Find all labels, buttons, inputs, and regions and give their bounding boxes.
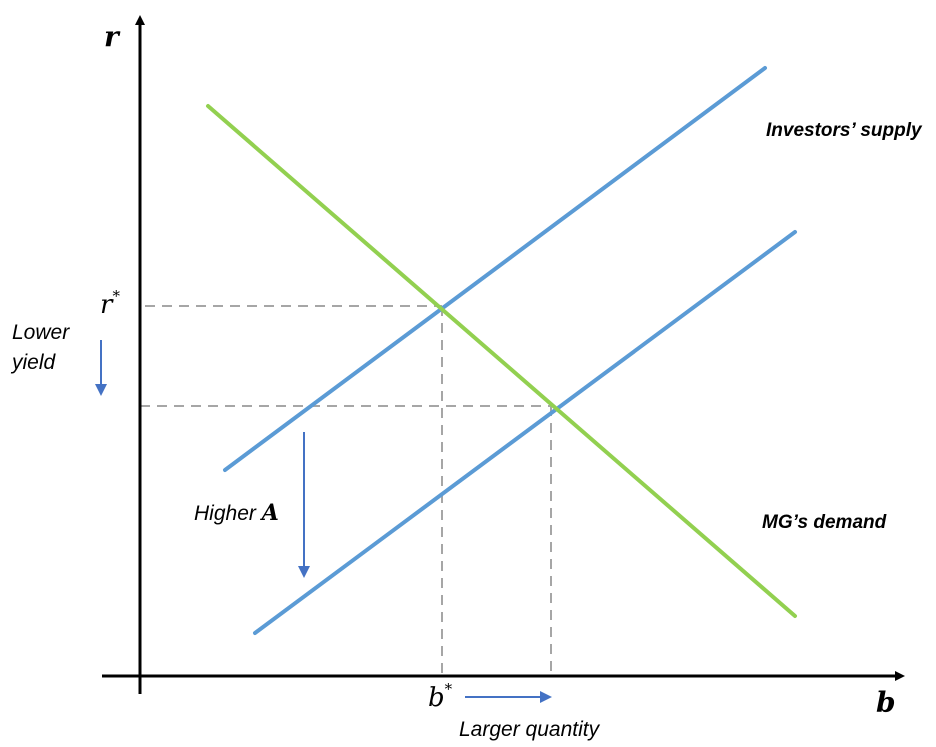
larger-quantity-label: Larger quantity <box>459 718 601 741</box>
higher-a-label: Higher A <box>194 500 279 526</box>
lower-yield-label-line2: yield <box>10 351 57 374</box>
y-axis-label: r <box>104 20 121 53</box>
demand-label: MG’s demand <box>762 512 887 533</box>
r-star-label: r* <box>100 287 120 320</box>
x-axis-label: b <box>876 686 896 719</box>
demand-curve <box>206 104 797 618</box>
supply-curve-shifted <box>253 230 797 635</box>
lower-yield-label-line1: Lower <box>12 321 70 344</box>
b-star-label: b* <box>428 680 453 713</box>
supply-label: Investors’ supply <box>766 120 923 141</box>
supply-curve-original <box>223 66 767 472</box>
